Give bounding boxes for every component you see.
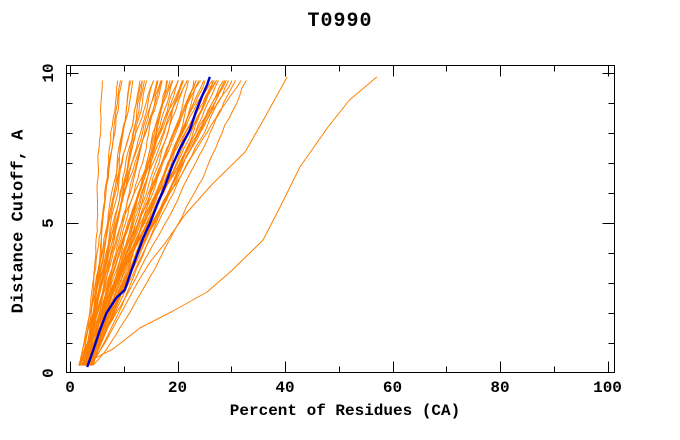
model-bundle xyxy=(90,80,219,366)
plot-frame xyxy=(66,65,615,373)
model-bundle xyxy=(87,80,226,366)
y-axis-label: Distance Cutoff, A xyxy=(9,129,29,314)
model-bundle xyxy=(81,80,143,366)
x-tick-label: 0 xyxy=(65,379,75,397)
plot-area xyxy=(66,65,615,373)
x-tick-label: 80 xyxy=(490,379,510,397)
y-tick-label: 5 xyxy=(40,218,58,228)
model-bundle xyxy=(90,80,214,366)
model-lines-group xyxy=(78,76,378,368)
x-tick-label: 40 xyxy=(275,379,295,397)
model-bundle xyxy=(80,80,233,366)
x-tick-label: 20 xyxy=(167,379,188,397)
y-tick-label: 10 xyxy=(40,63,58,83)
model-bundle xyxy=(87,80,242,366)
model-bundle xyxy=(83,80,188,366)
model-bundle xyxy=(79,80,183,366)
outlier-model-line xyxy=(91,76,288,365)
model-bundle xyxy=(83,80,195,366)
model-bundle xyxy=(83,80,236,366)
model-bundle xyxy=(87,80,155,366)
axis-ticks xyxy=(66,65,615,373)
model-bundle xyxy=(84,80,159,366)
x-tick-label: 100 xyxy=(593,379,622,397)
model-bundle xyxy=(80,80,163,366)
x-tick-label: 60 xyxy=(382,379,403,397)
model-bundle xyxy=(90,80,202,366)
chart-title: T0990 xyxy=(307,10,373,33)
highlighted-model-line xyxy=(86,76,211,368)
x-axis-label: Percent of Residues (CA) xyxy=(229,402,461,420)
model-bundle xyxy=(85,80,132,366)
outlier-model-line xyxy=(87,76,378,363)
y-tick-label: 0 xyxy=(40,368,58,378)
model-bundle xyxy=(91,80,230,366)
